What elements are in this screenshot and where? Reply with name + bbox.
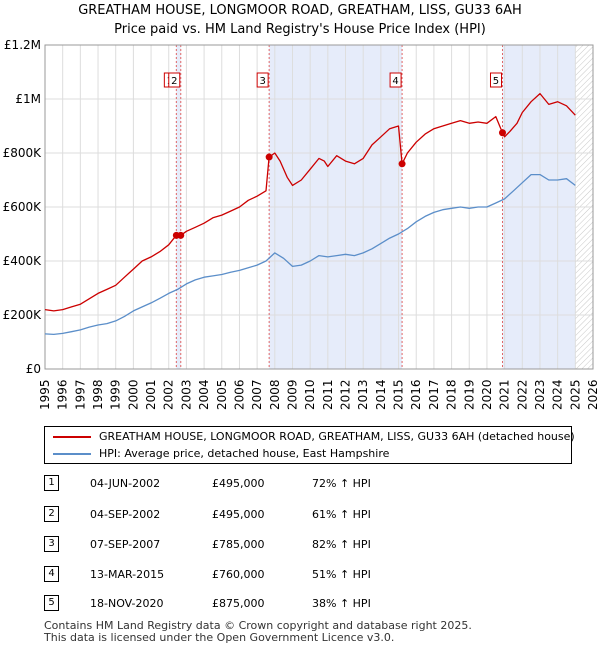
x-tick-label: 2025	[568, 379, 582, 410]
x-tick-label: 2019	[462, 379, 476, 410]
transaction-date: 04-JUN-2002	[90, 477, 161, 490]
marker-dot-5	[498, 129, 506, 137]
transaction-hpi: 82% ↑ HPI	[312, 538, 371, 551]
footer-line-1: Contains HM Land Registry data © Crown c…	[44, 619, 472, 632]
x-tick-label: 2018	[445, 379, 459, 410]
transaction-price: £495,000	[212, 508, 265, 521]
price-chart: 12345£0£200K£400K£600K£800K£1M£1.2M19951…	[3, 38, 600, 410]
marker-box-4	[389, 72, 402, 88]
marker-dot-4	[398, 160, 406, 168]
y-tick-label: £1.2M	[4, 38, 41, 52]
transaction-hpi: 61% ↑ HPI	[312, 508, 371, 521]
marker-box-3	[256, 72, 269, 88]
x-tick-label: 1995	[38, 379, 52, 410]
transaction-number: 5	[44, 595, 59, 611]
series-line-property	[44, 92, 576, 312]
table-row: 5 18-NOV-2020 £875,000 38% ↑ HPI	[0, 594, 600, 614]
chart-legend: GREATHAM HOUSE, LONGMOOR ROAD, GREATHAM,…	[44, 426, 575, 464]
x-tick-label: 2005	[215, 379, 229, 410]
x-tick-label: 2017	[427, 379, 441, 410]
x-tick-label: 1997	[73, 379, 87, 410]
marker-label-3: 3	[259, 76, 265, 87]
transaction-hpi: 38% ↑ HPI	[312, 597, 371, 610]
x-tick-label: 2020	[480, 379, 494, 410]
table-row: 3 07-SEP-2007 £785,000 82% ↑ HPI	[0, 535, 600, 555]
transaction-date: 07-SEP-2007	[90, 538, 161, 551]
x-tick-label: 1996	[56, 379, 70, 410]
table-row: 4 13-MAR-2015 £760,000 51% ↑ HPI	[0, 565, 600, 585]
transaction-price: £875,000	[212, 597, 265, 610]
marker-label-4: 4	[392, 76, 398, 87]
marker-label-5: 5	[493, 76, 499, 87]
marker-dot-3	[265, 153, 273, 161]
transaction-price: £785,000	[212, 538, 265, 551]
x-tick-label: 2011	[321, 379, 335, 410]
x-tick-label: 2010	[303, 379, 317, 410]
transaction-hpi: 72% ↑ HPI	[312, 477, 371, 490]
footer-attribution: Contains HM Land Registry data © Crown c…	[44, 620, 472, 644]
x-tick-label: 2002	[162, 379, 176, 410]
transaction-date: 18-NOV-2020	[90, 597, 164, 610]
x-tick-label: 2012	[339, 379, 353, 410]
x-tick-label: 2003	[179, 379, 193, 410]
x-tick-label: 2021	[498, 379, 512, 410]
footer-line-2: This data is licensed under the Open Gov…	[44, 631, 395, 644]
x-tick-label: 2013	[356, 379, 370, 410]
legend-label-property: GREATHAM HOUSE, LONGMOOR ROAD, GREATHAM,…	[99, 430, 575, 443]
x-tick-label: 2014	[374, 379, 388, 410]
transaction-date: 13-MAR-2015	[90, 568, 165, 581]
marker-box-5	[489, 72, 502, 88]
chart-title: GREATHAM HOUSE, LONGMOOR ROAD, GREATHAM,…	[78, 3, 522, 18]
x-tick-label: 2026	[586, 379, 600, 410]
x-tick-label: 1998	[91, 379, 105, 410]
table-row: 2 04-SEP-2002 £495,000 61% ↑ HPI	[0, 505, 600, 525]
transaction-number: 3	[44, 536, 59, 552]
y-tick-label: £200K	[3, 308, 43, 322]
marker-dot-2	[177, 231, 185, 239]
x-tick-label: 2007	[250, 379, 264, 410]
transaction-number: 2	[44, 506, 59, 522]
y-tick-label: £1M	[15, 92, 41, 106]
x-tick-label: 2008	[268, 379, 282, 410]
legend-swatch-property	[53, 436, 91, 438]
transaction-hpi: 51% ↑ HPI	[312, 568, 371, 581]
marker-label-2: 2	[171, 76, 177, 87]
y-tick-label: £600K	[3, 200, 43, 214]
y-tick-label: £400K	[3, 254, 43, 268]
series-line-hpi	[44, 173, 576, 336]
transaction-number: 1	[44, 475, 59, 491]
y-tick-label: £0	[26, 362, 41, 376]
x-tick-label: 2024	[551, 379, 565, 410]
x-tick-label: 2022	[515, 379, 529, 410]
transaction-number: 4	[44, 566, 59, 582]
transaction-price: £760,000	[212, 568, 265, 581]
x-tick-label: 2009	[285, 379, 299, 410]
marker-box-2	[168, 72, 181, 88]
x-tick-label: 2001	[144, 379, 158, 410]
y-tick-label: £800K	[3, 146, 43, 160]
legend-label-hpi: HPI: Average price, detached house, East…	[99, 447, 390, 460]
x-tick-label: 2023	[533, 379, 547, 410]
x-tick-label: 2000	[126, 379, 140, 410]
table-row: 1 04-JUN-2002 £495,000 72% ↑ HPI	[0, 474, 600, 494]
x-tick-label: 2006	[232, 379, 246, 410]
chart-subtitle: Price paid vs. HM Land Registry's House …	[114, 22, 486, 37]
transaction-price: £495,000	[212, 477, 265, 490]
legend-swatch-hpi	[53, 453, 91, 455]
transaction-date: 04-SEP-2002	[90, 508, 161, 521]
x-tick-label: 2016	[409, 379, 423, 410]
x-tick-label: 2004	[197, 379, 211, 410]
x-tick-label: 2015	[392, 379, 406, 410]
x-tick-label: 1999	[109, 379, 123, 410]
plot-frame	[44, 44, 594, 370]
